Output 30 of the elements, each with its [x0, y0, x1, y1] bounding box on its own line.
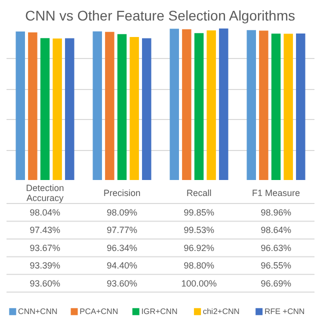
data-label: 96.34%: [106, 242, 138, 253]
legend-label: chi2+CNN: [202, 307, 240, 316]
data-label: 100.00%: [181, 278, 217, 288]
legend-label: IGR+CNN: [141, 307, 178, 316]
data-label: 93.60%: [106, 278, 138, 288]
data-label: 98.80%: [184, 260, 214, 271]
data-label: 99.85%: [184, 207, 214, 218]
legend-label: RFE +CNN: [264, 307, 305, 316]
data-label: 99.53%: [184, 225, 214, 236]
legend-label: CNN+CNN: [18, 307, 58, 316]
data-label: 98.96%: [260, 207, 292, 218]
legend-label: PCA+CNN: [80, 307, 118, 316]
data-label: 97.43%: [30, 225, 60, 236]
data-label: 96.92%: [184, 242, 214, 253]
data-label: 94.40%: [106, 260, 138, 271]
data-label: 93.67%: [30, 242, 60, 253]
data-label: 97.77%: [106, 225, 138, 236]
x-tick-label: F1 Measure: [252, 188, 300, 198]
x-tick-label: Detection Accuracy: [26, 182, 64, 203]
data-label: 98.09%: [106, 207, 138, 218]
x-tick-label: Recall: [186, 188, 212, 198]
data-label: 96.55%: [260, 260, 292, 271]
chart-title: CNN vs Other Feature Selection Algorithms: [25, 8, 296, 24]
data-label: 98.64%: [260, 225, 292, 236]
data-label: 96.69%: [260, 278, 292, 288]
x-tick-label: Precision: [103, 188, 141, 198]
data-label: 98.04%: [30, 207, 60, 218]
data-label: 96.63%: [260, 242, 292, 253]
data-label: 93.39%: [30, 260, 60, 271]
data-label: 93.60%: [30, 278, 60, 288]
